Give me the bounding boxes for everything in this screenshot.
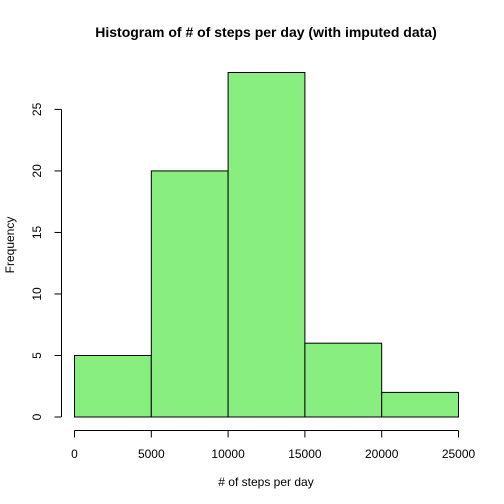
x-tick-label: 0 xyxy=(71,447,78,461)
y-tick-label: 15 xyxy=(30,225,44,239)
bar-3 xyxy=(227,72,306,418)
y-tick-label: 25 xyxy=(30,102,44,116)
y-tick-label: 10 xyxy=(30,287,44,301)
bars-group xyxy=(74,72,460,418)
bar-5 xyxy=(381,391,460,418)
y-tick-label: 0 xyxy=(30,413,44,420)
y-tick-label: 5 xyxy=(30,352,44,359)
x-tick-label: 5000 xyxy=(138,447,165,461)
x-axis-label: # of steps per day xyxy=(218,475,313,489)
y-tick-label: 20 xyxy=(30,164,44,178)
bar-4 xyxy=(304,342,383,418)
x-tick-label: 15000 xyxy=(288,447,322,461)
chart-title: Histogram of # of steps per day (with im… xyxy=(95,24,436,40)
bar-1 xyxy=(74,354,152,418)
y-axis-label: Frequency xyxy=(3,217,17,274)
bar-2 xyxy=(150,170,229,418)
x-tick-label: 20000 xyxy=(365,447,399,461)
x-tick-label: 10000 xyxy=(211,447,245,461)
x-tick-label: 25000 xyxy=(442,447,476,461)
y-axis: 0 5 10 15 20 25 xyxy=(30,102,62,420)
x-axis: 0 5000 10000 15000 20000 25000 xyxy=(71,430,476,461)
